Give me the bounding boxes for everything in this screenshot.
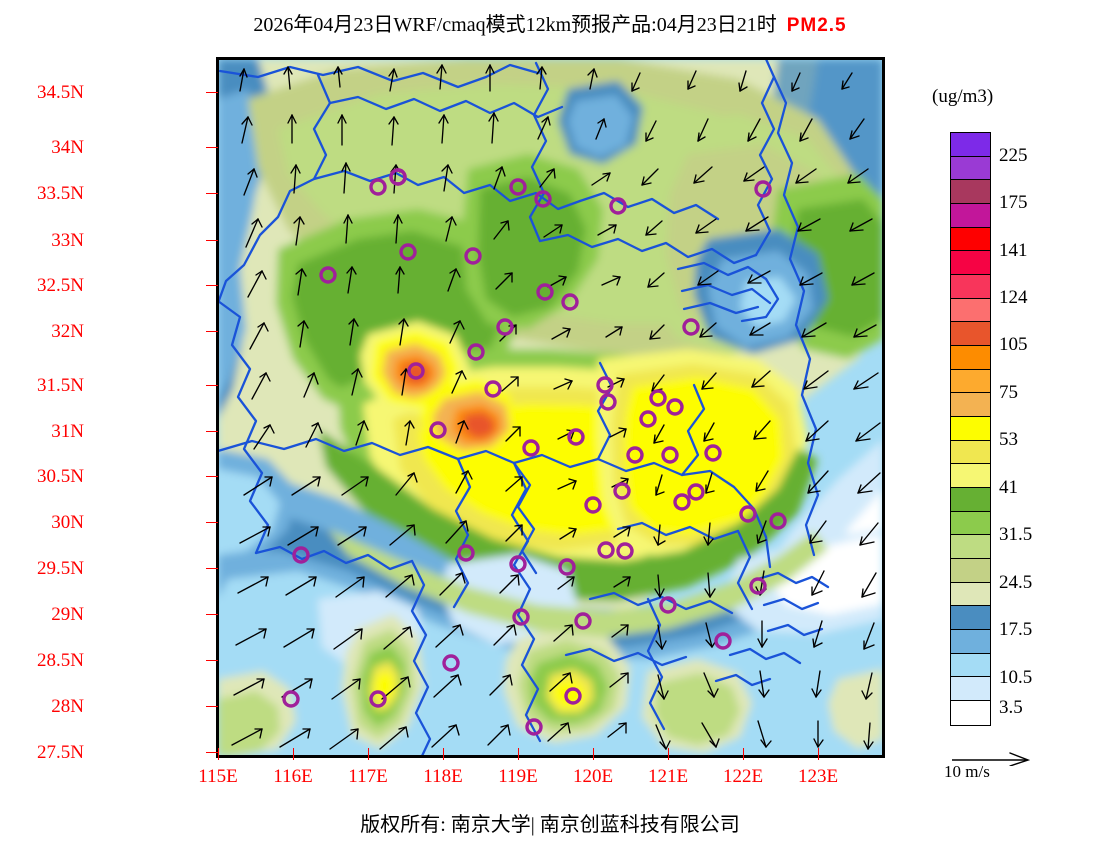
colorbar-band-20 [951, 606, 990, 631]
x-tick-mark [518, 748, 519, 760]
y-tick-label: 28.5N [37, 650, 84, 671]
colorbar-tick-label: 105 [999, 334, 1028, 355]
y-tick-mark [206, 660, 218, 661]
y-tick-mark [206, 614, 218, 615]
y-tick-mark [206, 476, 218, 477]
colorbar[interactable] [950, 132, 991, 726]
x-tick-label: 115E [198, 766, 238, 787]
colorbar-band-1 [951, 156, 990, 181]
x-tick-mark [218, 748, 219, 760]
y-tick-label: 30.5N [37, 466, 84, 487]
colorbar-tick-label: 225 [999, 145, 1028, 166]
colorbar-band-11 [951, 393, 990, 418]
x-tick-label: 117E [348, 766, 388, 787]
copyright-footer: 版权所有: 南京大学| 南京创蓝科技有限公司 [360, 814, 740, 836]
colorbar-tick-label: 10.5 [999, 667, 1033, 688]
colorbar-band-15 [951, 488, 990, 512]
colorbar-band-5 [951, 251, 990, 276]
x-tick-label: 123E [797, 766, 839, 787]
colorbar-tick-label: 75 [999, 382, 1018, 403]
title-main: 2026年04月23日WRF/cmaq模式12km预报产品:04月23日21时 [253, 14, 777, 36]
colorbar-tick-label: 31.5 [999, 524, 1033, 545]
y-tick-mark [206, 706, 218, 707]
colorbar-band-13 [951, 440, 990, 465]
y-tick-label: 34.5N [37, 82, 84, 103]
wind-scale-arrow [952, 752, 1030, 766]
colorbar-band-19 [951, 582, 990, 607]
wind-scale-label: 10 m/s [944, 762, 990, 781]
colorbar-band-7 [951, 298, 990, 323]
x-tick-mark [668, 748, 669, 760]
colorbar-band-16 [951, 511, 990, 536]
colorbar-band-22 [951, 653, 990, 678]
x-tick-mark [368, 748, 369, 760]
colorbar-unit-label: (ug/m3) [932, 86, 994, 107]
colorbar-band-14 [951, 464, 990, 489]
colorbar-tick-label: 175 [999, 192, 1028, 213]
station-markers [282, 168, 787, 736]
colorbar-tick-label: 3.5 [999, 697, 1023, 718]
y-tick-label: 32.5N [37, 275, 84, 296]
y-tick-label: 31N [51, 421, 84, 442]
y-tick-label: 33.5N [37, 183, 84, 204]
colorbar-band-24 [951, 701, 990, 725]
title-variable: PM2.5 [786, 15, 847, 36]
x-tick-mark [818, 748, 819, 760]
x-tick-label: 116E [273, 766, 313, 787]
y-tick-label: 31.5N [37, 375, 84, 396]
y-tick-mark [206, 752, 218, 753]
y-tick-label: 34N [51, 137, 84, 158]
forecast-map[interactable] [216, 57, 885, 758]
x-tick-mark [293, 748, 294, 760]
y-tick-mark [206, 193, 218, 194]
page-title: 2026年04月23日WRF/cmaq模式12km预报产品:04月23日21时 P… [0, 8, 1100, 37]
colorbar-band-18 [951, 559, 990, 583]
colorbar-band-6 [951, 275, 990, 299]
y-tick-mark [206, 285, 218, 286]
y-tick-label: 30N [51, 512, 84, 533]
y-tick-label: 27.5N [37, 742, 84, 763]
colorbar-tick-label: 17.5 [999, 619, 1033, 640]
y-tick-mark [206, 568, 218, 569]
colorbar-band-8 [951, 322, 990, 347]
y-tick-mark [206, 92, 218, 93]
colorbar-band-17 [951, 535, 990, 560]
x-tick-label: 122E [722, 766, 764, 787]
pm25-contour-field [218, 59, 883, 756]
colorbar-tick-label: 53 [999, 429, 1018, 450]
y-tick-mark [206, 431, 218, 432]
x-tick-label: 118E [423, 766, 463, 787]
y-tick-mark [206, 522, 218, 523]
y-tick-mark [206, 331, 218, 332]
x-tick-mark [443, 748, 444, 760]
colorbar-band-0 [951, 133, 990, 157]
colorbar-band-21 [951, 630, 990, 654]
y-tick-mark [206, 385, 218, 386]
colorbar-tick-label: 124 [999, 287, 1028, 308]
colorbar-band-10 [951, 369, 990, 394]
y-tick-label: 29.5N [37, 558, 84, 579]
colorbar-band-3 [951, 204, 990, 228]
x-tick-mark [743, 748, 744, 760]
colorbar-tick-label: 141 [999, 240, 1028, 261]
y-tick-label: 32N [51, 321, 84, 342]
x-tick-label: 120E [572, 766, 614, 787]
colorbar-band-2 [951, 180, 990, 205]
y-tick-mark [206, 240, 218, 241]
y-tick-mark [206, 147, 218, 148]
colorbar-tick-label: 41 [999, 477, 1018, 498]
colorbar-band-9 [951, 346, 990, 370]
x-tick-mark [593, 748, 594, 760]
y-tick-label: 29N [51, 604, 84, 625]
y-tick-label: 28N [51, 696, 84, 717]
colorbar-tick-label: 24.5 [999, 572, 1033, 593]
colorbar-band-12 [951, 417, 990, 441]
colorbar-band-23 [951, 677, 990, 702]
wind-vector-field [231, 64, 881, 750]
colorbar-band-4 [951, 227, 990, 252]
y-tick-label: 33N [51, 230, 84, 251]
x-tick-label: 121E [647, 766, 689, 787]
x-tick-label: 119E [498, 766, 538, 787]
